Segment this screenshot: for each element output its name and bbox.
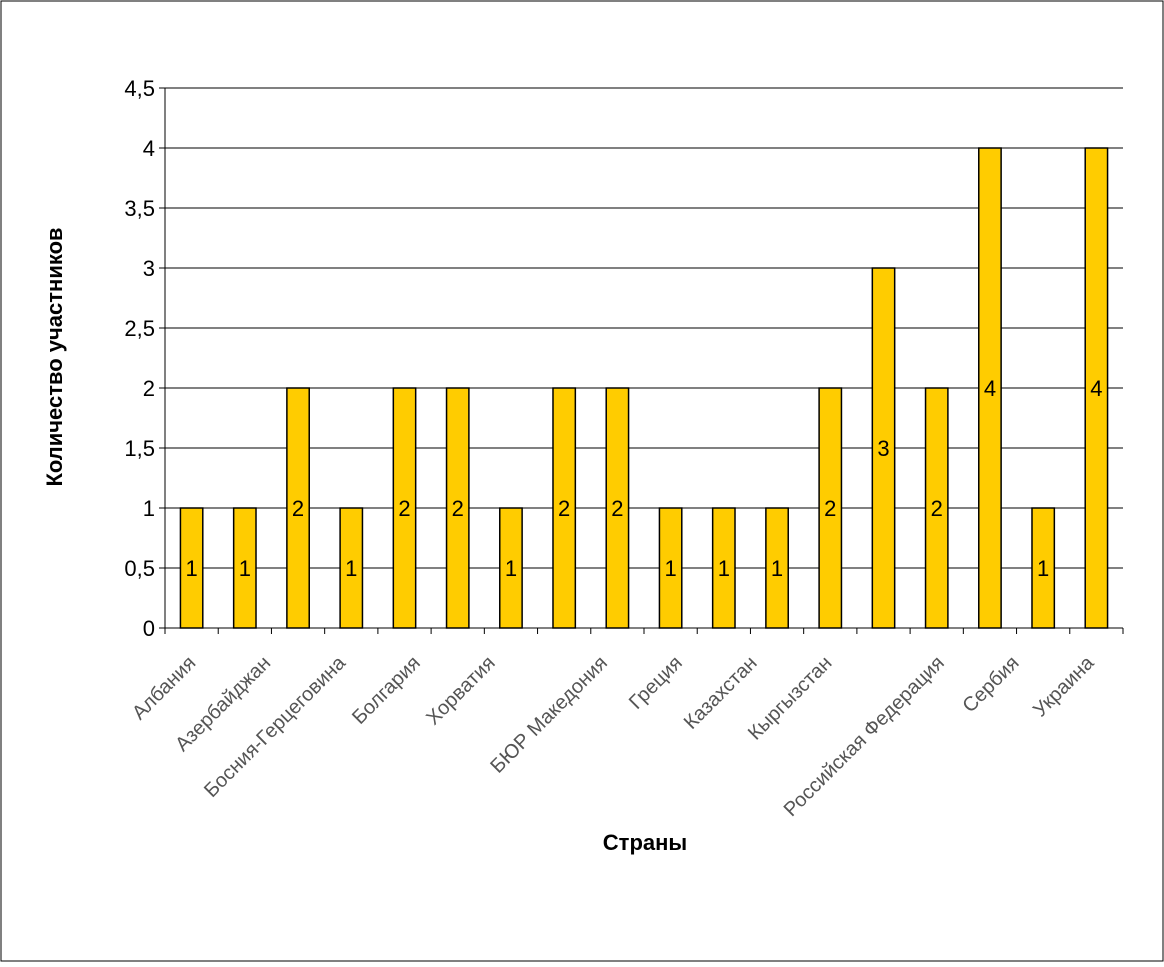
y-tick-label: 2	[143, 376, 155, 401]
data-label: 4	[1090, 376, 1102, 401]
data-label: 2	[611, 496, 623, 521]
y-axis-title: Количество участников	[42, 227, 67, 486]
y-tick-label: 4	[143, 136, 155, 161]
data-label: 1	[239, 556, 251, 581]
data-label: 2	[558, 496, 570, 521]
data-label: 2	[931, 496, 943, 521]
data-label: 2	[398, 496, 410, 521]
y-tick-label: 3,5	[124, 196, 155, 221]
data-label: 1	[185, 556, 197, 581]
data-label: 1	[771, 556, 783, 581]
data-label: 2	[452, 496, 464, 521]
data-label: 1	[505, 556, 517, 581]
y-tick-label: 1,5	[124, 436, 155, 461]
data-label: 1	[1037, 556, 1049, 581]
y-tick-label: 4,5	[124, 76, 155, 101]
y-tick-label: 3	[143, 256, 155, 281]
data-label: 1	[345, 556, 357, 581]
data-label: 1	[718, 556, 730, 581]
x-axis-title: Страны	[603, 830, 687, 855]
data-label: 3	[877, 436, 889, 461]
y-tick-label: 0,5	[124, 556, 155, 581]
data-label: 1	[664, 556, 676, 581]
y-tick-label: 0	[143, 616, 155, 641]
data-label: 2	[824, 496, 836, 521]
data-label: 4	[984, 376, 996, 401]
y-tick-label: 2,5	[124, 316, 155, 341]
y-tick-label: 1	[143, 496, 155, 521]
data-label: 2	[292, 496, 304, 521]
